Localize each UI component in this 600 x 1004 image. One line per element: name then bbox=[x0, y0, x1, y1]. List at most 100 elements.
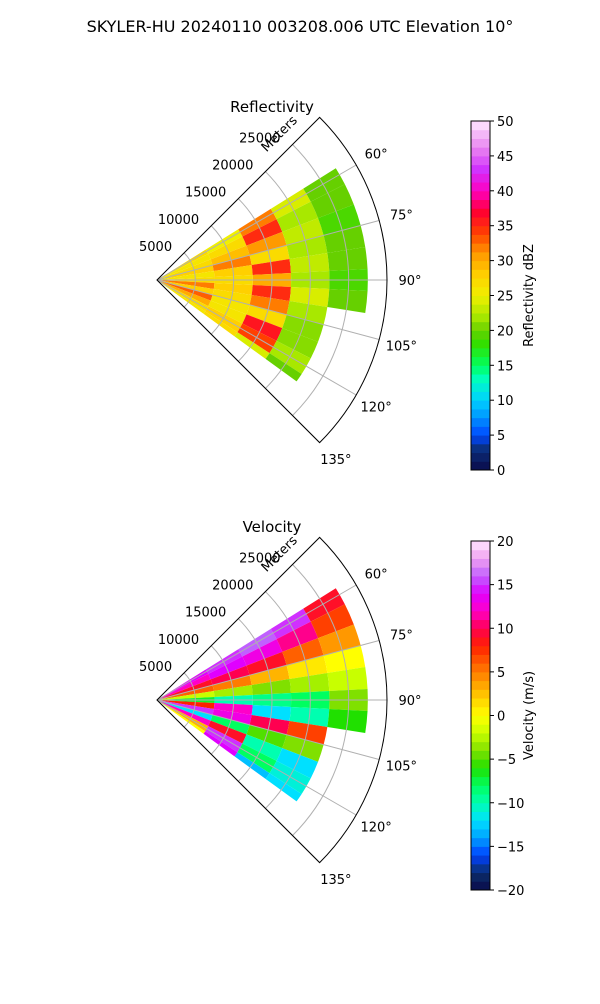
colorbar-segment bbox=[471, 593, 490, 603]
azimuth-tick-label: 60° bbox=[365, 568, 388, 583]
colorbar-segment bbox=[471, 654, 490, 664]
azimuth-tick-label: 75° bbox=[390, 209, 413, 224]
radar-cell bbox=[238, 628, 277, 657]
colorbar-segment bbox=[471, 802, 490, 812]
colorbar-segment bbox=[471, 147, 490, 157]
colorbar-segment bbox=[471, 724, 490, 734]
radar-cell bbox=[238, 208, 277, 237]
radar-cell bbox=[270, 608, 311, 640]
azimuth-gridline bbox=[156, 584, 357, 701]
azimuth-tick-label: 105° bbox=[386, 759, 417, 774]
radar-cell bbox=[205, 306, 243, 333]
colorbar-segment bbox=[471, 846, 490, 856]
colorbar-segment bbox=[471, 872, 490, 882]
range-tick-label: 10000 bbox=[158, 213, 199, 228]
colorbar-segment bbox=[471, 356, 490, 366]
colorbar-segment bbox=[471, 602, 490, 612]
radar-cell bbox=[242, 314, 283, 341]
colorbar-segment bbox=[471, 794, 490, 804]
colorbar-tick-label: −20 bbox=[497, 884, 524, 899]
colorbar-label: Reflectivity dBZ bbox=[522, 244, 537, 347]
colorbar-segment bbox=[471, 129, 490, 139]
colorbar-segment bbox=[471, 549, 490, 559]
colorbar-segment bbox=[471, 732, 490, 743]
colorbar-segment bbox=[471, 138, 490, 148]
reflectivity-sector: 5000 10000 15000 20000 25000 60° 75° 90° 105° 120… bbox=[139, 113, 422, 468]
colorbar-segment bbox=[471, 741, 490, 751]
colorbar-segment bbox=[471, 785, 490, 795]
colorbar-segment bbox=[471, 750, 490, 760]
radar-cell bbox=[269, 760, 311, 794]
radar-cell bbox=[276, 748, 319, 779]
azimuth-tick-label: 105° bbox=[386, 339, 417, 354]
colorbar-segment bbox=[471, 286, 490, 296]
colorbar-tick-label: 15 bbox=[497, 359, 514, 374]
azimuth-tick-label: 90° bbox=[398, 694, 421, 709]
colorbar-segment bbox=[471, 208, 490, 218]
colorbar-segment bbox=[471, 155, 490, 166]
radar-cell bbox=[237, 323, 277, 354]
radar-cell bbox=[276, 201, 319, 232]
radar-cell bbox=[157, 253, 211, 280]
range-tick-label: 5000 bbox=[139, 660, 172, 675]
radar-cell bbox=[157, 280, 206, 314]
azimuth-tick-label: 60° bbox=[365, 148, 388, 163]
radar-cell bbox=[269, 340, 311, 374]
azimuth-gridline bbox=[156, 639, 380, 701]
colorbar-segment bbox=[471, 408, 490, 419]
colorbar-segment bbox=[471, 225, 490, 235]
colorbar-segment bbox=[471, 216, 490, 227]
radar-cell bbox=[303, 168, 345, 202]
reflectivity-title: Reflectivity bbox=[230, 98, 314, 116]
velocity-sector: 5000 10000 15000 20000 25000 60° 75° 90° 105° 120… bbox=[139, 533, 422, 888]
colorbar-segment bbox=[471, 173, 490, 183]
colorbar-segment bbox=[471, 759, 490, 769]
azimuth-gridline bbox=[156, 279, 380, 341]
colorbar-tick-label: 45 bbox=[497, 150, 514, 165]
radar-cell bbox=[157, 673, 211, 700]
radar-cell bbox=[208, 720, 247, 744]
colorbar-segment bbox=[471, 243, 490, 253]
azimuth-gridline bbox=[156, 699, 380, 761]
radar-cell bbox=[208, 236, 247, 260]
colorbar-segment bbox=[471, 278, 490, 288]
radar-cell bbox=[157, 280, 211, 307]
range-tick-label: 15000 bbox=[185, 606, 226, 621]
colorbar-tick-label: 10 bbox=[497, 622, 514, 637]
radar-cell bbox=[157, 700, 215, 709]
colorbar-segment bbox=[471, 575, 490, 586]
colorbar-tick-label: 40 bbox=[497, 185, 514, 200]
colorbar-segment bbox=[471, 400, 490, 410]
colorbar-segment bbox=[471, 121, 490, 131]
radar-cell bbox=[237, 743, 277, 774]
colorbar-tick-label: 20 bbox=[497, 324, 514, 339]
colorbar-segment bbox=[471, 628, 490, 638]
radar-cell bbox=[157, 271, 215, 280]
azimuth-tick-label: 120° bbox=[360, 401, 391, 416]
range-tick-label: 5000 bbox=[139, 240, 172, 255]
radar-cell bbox=[157, 280, 213, 301]
range-tick-label: 25000 bbox=[239, 551, 280, 566]
colorbar-segment bbox=[471, 251, 490, 262]
colorbar-segment bbox=[471, 182, 490, 192]
sector-frame bbox=[156, 536, 388, 864]
colorbar-segment bbox=[471, 417, 490, 427]
velocity-title: Velocity bbox=[243, 518, 302, 536]
colorbar-segment bbox=[471, 330, 490, 340]
radar-cell bbox=[242, 219, 283, 246]
colorbar-segment bbox=[471, 199, 490, 209]
colorbar-tick-label: 5 bbox=[497, 666, 505, 681]
azimuth-gridline bbox=[156, 164, 357, 281]
colorbar-segment bbox=[471, 820, 490, 830]
radar-cell bbox=[157, 700, 213, 721]
colorbar-segment bbox=[471, 260, 490, 270]
colorbar-segment bbox=[471, 365, 490, 375]
colorbar-segment bbox=[471, 269, 490, 279]
colorbar-segment bbox=[471, 374, 490, 384]
colorbar-segment bbox=[471, 689, 490, 699]
colorbar-tick-label: 10 bbox=[497, 394, 514, 409]
colorbar-segment bbox=[471, 863, 490, 874]
azimuth-tick-label: 90° bbox=[398, 274, 421, 289]
colorbar-segment bbox=[471, 619, 490, 629]
